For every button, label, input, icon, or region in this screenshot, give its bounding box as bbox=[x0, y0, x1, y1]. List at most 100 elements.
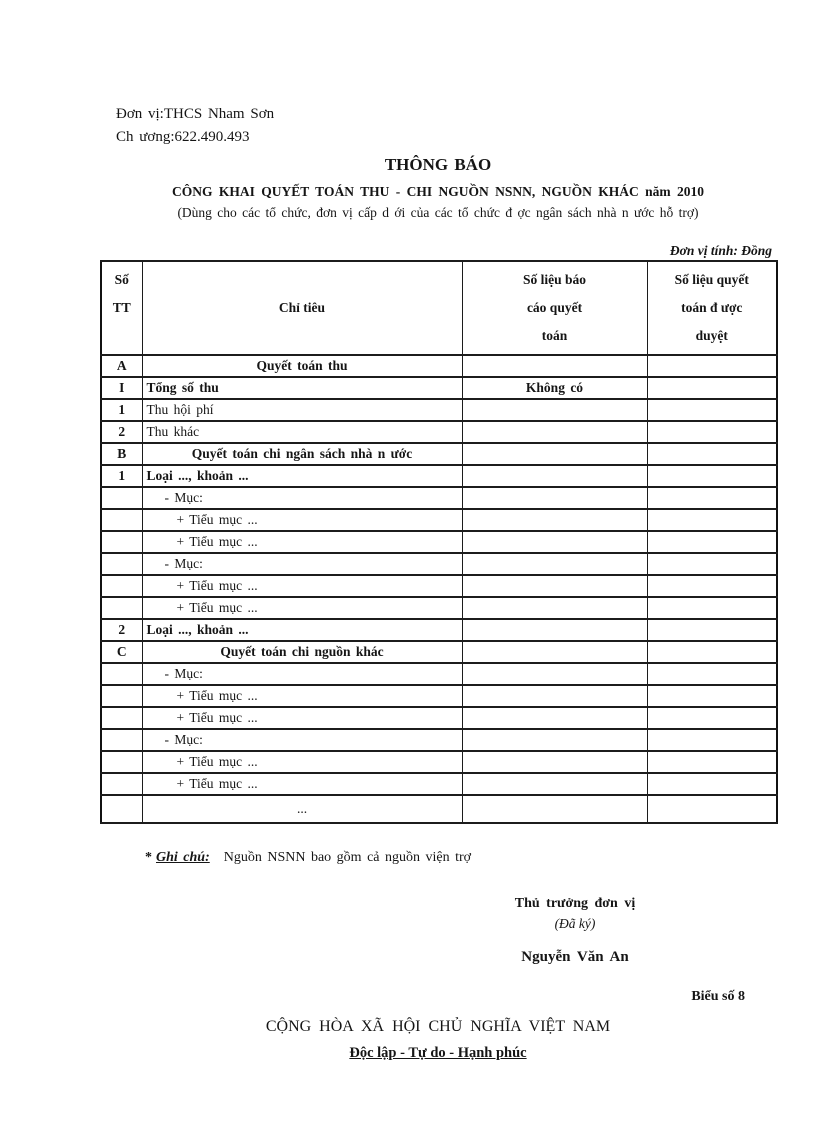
table-row: C Quyết toán chi nguồn khác bbox=[100, 640, 778, 664]
table-row: - Mục: bbox=[100, 552, 778, 576]
signature-signed-note: (Đã ký) bbox=[554, 916, 596, 931]
approved-value-cell bbox=[646, 772, 778, 796]
row-label-cell: Thu khác bbox=[141, 420, 463, 444]
reported-value-cell bbox=[461, 772, 648, 796]
table-row: 1 Thu hội phí bbox=[100, 398, 778, 422]
table-row: 2 Thu khác bbox=[100, 420, 778, 444]
row-number-cell: 2 bbox=[100, 618, 143, 642]
reported-value-cell bbox=[461, 684, 648, 708]
reported-value-cell bbox=[461, 420, 648, 444]
reported-value-cell bbox=[461, 398, 648, 422]
row-label-cell: Quyết toán thu bbox=[141, 354, 463, 378]
row-label-cell: Loại ..., khoản ... bbox=[141, 464, 463, 488]
approved-value-cell bbox=[646, 618, 778, 642]
table-row: 2 Loại ..., khoản ... bbox=[100, 618, 778, 642]
row-label-cell: + Tiểu mục ... bbox=[141, 530, 463, 554]
row-number-cell bbox=[100, 684, 143, 708]
signature-block: Thủ trưởng đơn vị (Đã ký) Nguyễn Văn An bbox=[425, 896, 725, 966]
document-header-info: Đơn vị:THCS Nham Sơn Ch ương:622.490.493 bbox=[116, 0, 816, 149]
row-label-cell: - Mục: bbox=[141, 486, 463, 510]
table-row: + Tiểu mục ... bbox=[100, 530, 778, 554]
row-label-cell: Loại ..., khoản ... bbox=[141, 618, 463, 642]
row-number-cell bbox=[100, 750, 143, 774]
table-row: + Tiểu mục ... bbox=[100, 574, 778, 598]
approved-value-cell bbox=[646, 684, 778, 708]
row-label-cell: - Mục: bbox=[141, 662, 463, 686]
row-number-cell bbox=[100, 706, 143, 730]
document-scope-note: (Dùng cho các tổ chức, đơn vị cấp d ới c… bbox=[177, 205, 699, 220]
reported-value-cell bbox=[461, 354, 648, 378]
table-row: A Quyết toán thu bbox=[100, 354, 778, 378]
reported-value-cell bbox=[461, 706, 648, 730]
form-number: Biểu số 8 bbox=[691, 989, 745, 1004]
approved-value-cell bbox=[646, 398, 778, 422]
motto-line-1: CỘNG HÒA XÃ HỘI CHỦ NGHĨA VIỆT NAM bbox=[265, 1018, 611, 1035]
motto-line-2: Độc lập - Tự do - Hạnh phúc bbox=[349, 1045, 527, 1061]
row-number-cell bbox=[100, 508, 143, 532]
table-row: + Tiểu mục ... bbox=[100, 684, 778, 708]
row-label-cell: + Tiểu mục ... bbox=[141, 750, 463, 774]
table-row: 1 Loại ..., khoản ... bbox=[100, 464, 778, 488]
reported-value-cell bbox=[461, 508, 648, 532]
reported-value-cell bbox=[461, 640, 648, 664]
row-number-cell bbox=[100, 662, 143, 686]
column-header-so-lieu-bao-cao: Số liệu báo cáo quyết toán bbox=[461, 260, 648, 356]
reported-value-cell: Không có bbox=[461, 376, 648, 400]
table-row: - Mục: bbox=[100, 486, 778, 510]
chapter-line: Ch ương:622.490.493 bbox=[116, 129, 250, 145]
row-number-cell: 1 bbox=[100, 464, 143, 488]
row-number-cell bbox=[100, 596, 143, 620]
column-header-so-lieu-duyet: Số liệu quyết toán đ ược duyệt bbox=[646, 260, 778, 356]
reported-value-cell bbox=[461, 750, 648, 774]
reported-value-cell bbox=[461, 464, 648, 488]
document-heading: THÔNG BÁO CÔNG KHAI QUYẾT TOÁN THU - CHI… bbox=[100, 154, 776, 222]
footnote-marker: * bbox=[145, 850, 152, 865]
row-label-cell: - Mục: bbox=[141, 552, 463, 576]
row-number-cell bbox=[100, 772, 143, 796]
table-row: I Tổng số thu Không có bbox=[100, 376, 778, 400]
document-subtitle: CÔNG KHAI QUYẾT TOÁN THU - CHI NGUỒN NSN… bbox=[172, 184, 704, 199]
approved-value-cell bbox=[646, 442, 778, 466]
signature-role: Thủ trưởng đơn vị bbox=[514, 896, 636, 911]
approved-value-cell bbox=[646, 464, 778, 488]
reported-value-cell bbox=[461, 442, 648, 466]
approved-value-cell bbox=[646, 794, 778, 824]
table-row: + Tiểu mục ... bbox=[100, 750, 778, 774]
row-number-cell: A bbox=[100, 354, 143, 378]
approved-value-cell bbox=[646, 420, 778, 444]
table-header-row: Số TT Chỉ tiêu Số liệu báo cáo quyết toá… bbox=[100, 260, 778, 356]
approved-value-cell bbox=[646, 574, 778, 598]
row-number-cell: C bbox=[100, 640, 143, 664]
row-number-cell: 2 bbox=[100, 420, 143, 444]
unit-of-measure-label: Đơn vị tính: Đồng bbox=[669, 243, 772, 258]
row-number-cell bbox=[100, 530, 143, 554]
row-label-cell: Thu hội phí bbox=[141, 398, 463, 422]
row-label-cell: Tổng số thu bbox=[141, 376, 463, 400]
table-row: B Quyết toán chi ngân sách nhà n ước bbox=[100, 442, 778, 466]
unit-line: Đơn vị:THCS Nham Sơn bbox=[116, 106, 275, 122]
row-label-cell: + Tiểu mục ... bbox=[141, 596, 463, 620]
report-table: Số TT Chỉ tiêu Số liệu báo cáo quyết toá… bbox=[100, 260, 778, 824]
row-number-cell bbox=[100, 486, 143, 510]
report-table-body: A Quyết toán thu I Tổng số thu Không có 1 Thu … bbox=[100, 354, 778, 824]
approved-value-cell bbox=[646, 354, 778, 378]
row-number-cell bbox=[100, 728, 143, 752]
approved-value-cell bbox=[646, 530, 778, 554]
approved-value-cell bbox=[646, 486, 778, 510]
approved-value-cell bbox=[646, 640, 778, 664]
row-number-cell: 1 bbox=[100, 398, 143, 422]
table-row: + Tiểu mục ... bbox=[100, 706, 778, 730]
row-number-cell: B bbox=[100, 442, 143, 466]
approved-value-cell bbox=[646, 508, 778, 532]
approved-value-cell bbox=[646, 552, 778, 576]
reported-value-cell bbox=[461, 574, 648, 598]
signature-name: Nguyễn Văn An bbox=[521, 949, 629, 965]
row-label-cell: Quyết toán chi nguồn khác bbox=[141, 640, 463, 664]
approved-value-cell bbox=[646, 662, 778, 686]
approved-value-cell bbox=[646, 728, 778, 752]
reported-value-cell bbox=[461, 552, 648, 576]
approved-value-cell bbox=[646, 376, 778, 400]
approved-value-cell bbox=[646, 750, 778, 774]
footnote-label: Ghi chú: bbox=[156, 850, 210, 865]
